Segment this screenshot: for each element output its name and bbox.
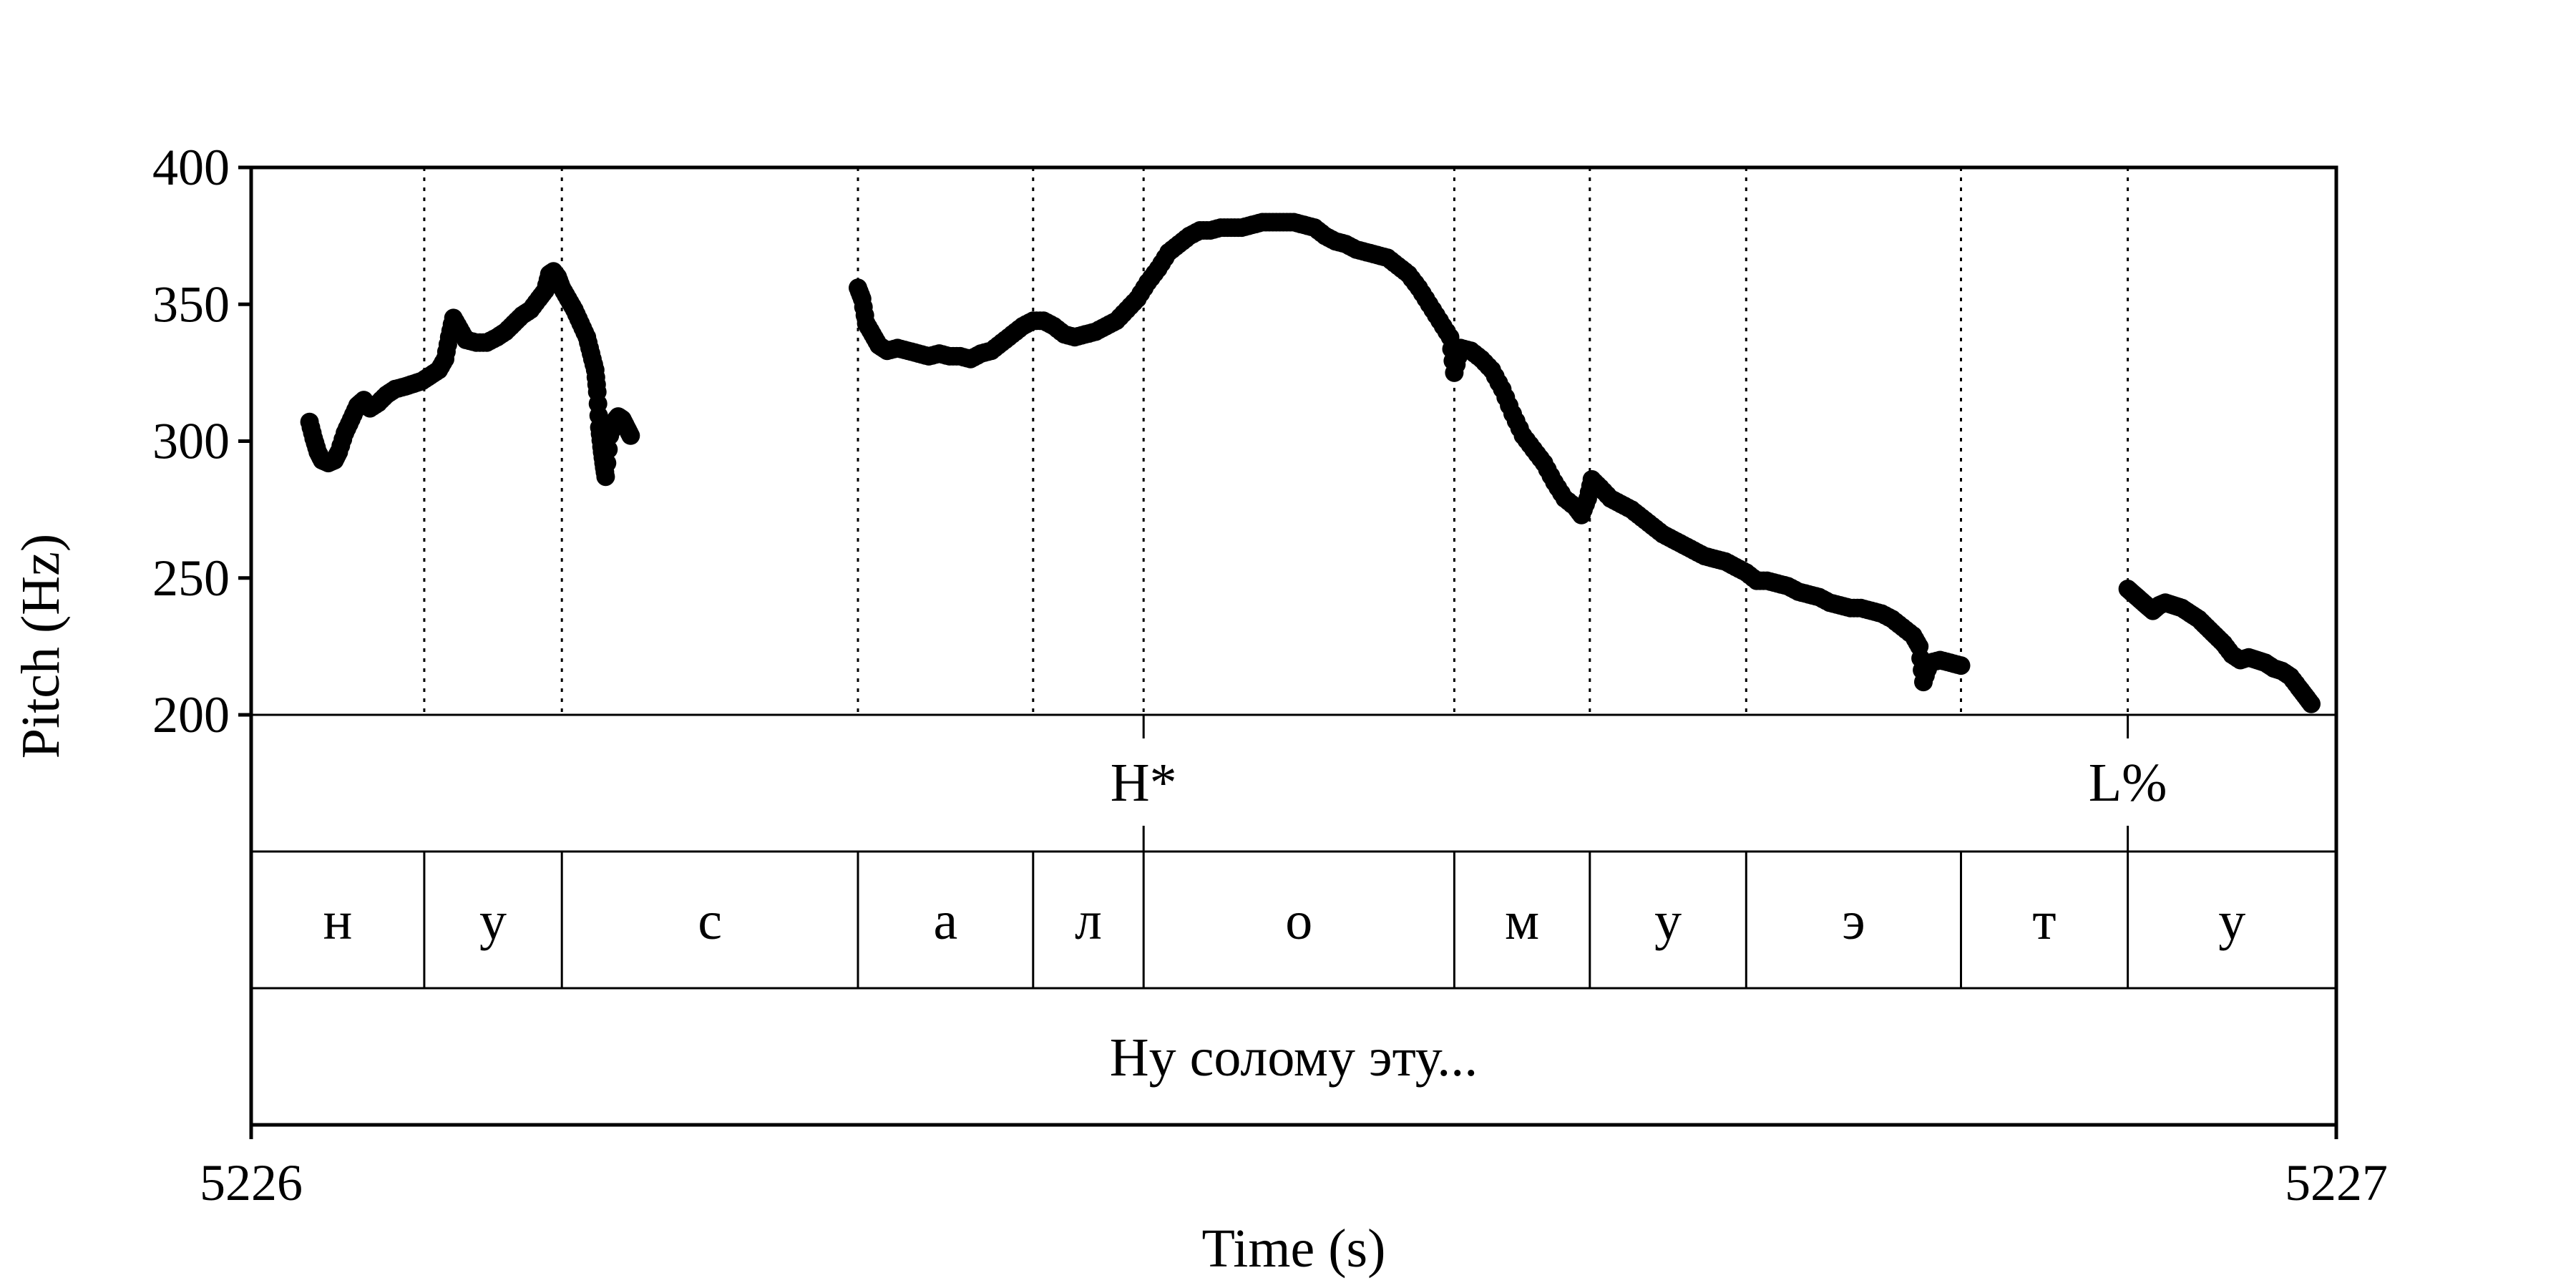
pitch-contour bbox=[300, 262, 640, 487]
word-tier-label: Ну солому эту... bbox=[1110, 1028, 1478, 1088]
segment-label: э bbox=[1842, 891, 1865, 951]
pitch-point bbox=[597, 454, 617, 473]
pitch-contour bbox=[849, 213, 1971, 692]
x-axis-title: Time (s) bbox=[1202, 1219, 1386, 1279]
x-tick-label: 5227 bbox=[2285, 1154, 2388, 1211]
y-tick-label: 300 bbox=[152, 413, 230, 470]
y-tick-label: 200 bbox=[152, 686, 230, 743]
dotted-boundary-lines bbox=[423, 167, 2129, 715]
y-tick-label: 250 bbox=[152, 550, 230, 607]
pitch-points bbox=[300, 213, 2321, 713]
pitch-contour bbox=[2118, 580, 2321, 713]
segment-label: у bbox=[2218, 891, 2245, 951]
y-tick-label: 350 bbox=[152, 275, 230, 333]
tier-boundaries bbox=[423, 715, 2129, 988]
segment-label: т bbox=[2032, 891, 2056, 951]
pitch-point bbox=[621, 426, 640, 445]
y-tick-label: 400 bbox=[152, 139, 230, 196]
segment-label: н bbox=[323, 891, 353, 951]
segment-label: л bbox=[1075, 891, 1102, 951]
pitch-point bbox=[596, 467, 615, 487]
pitch-point bbox=[1951, 656, 1971, 675]
tone-tier-labels: H* L% bbox=[1111, 753, 2167, 813]
pitch-point bbox=[2302, 694, 2321, 713]
plot-frame bbox=[249, 165, 2338, 1127]
y-axis: 200 250 300 350 400 bbox=[152, 139, 251, 743]
segment-label: о bbox=[1285, 891, 1312, 951]
x-tick-label: 5226 bbox=[200, 1154, 303, 1211]
tone-label: L% bbox=[2089, 753, 2167, 813]
y-axis-title: Pitch (Hz) bbox=[11, 534, 71, 758]
segment-label: с bbox=[698, 891, 722, 951]
segment-label: у bbox=[1654, 891, 1682, 951]
pitch-point bbox=[599, 440, 618, 459]
tone-label: H* bbox=[1111, 753, 1177, 813]
segment-label: у bbox=[479, 891, 507, 951]
segment-label: а bbox=[934, 891, 958, 951]
x-axis: 5226 5227 bbox=[200, 1125, 2388, 1211]
segment-label: м bbox=[1505, 891, 1539, 951]
